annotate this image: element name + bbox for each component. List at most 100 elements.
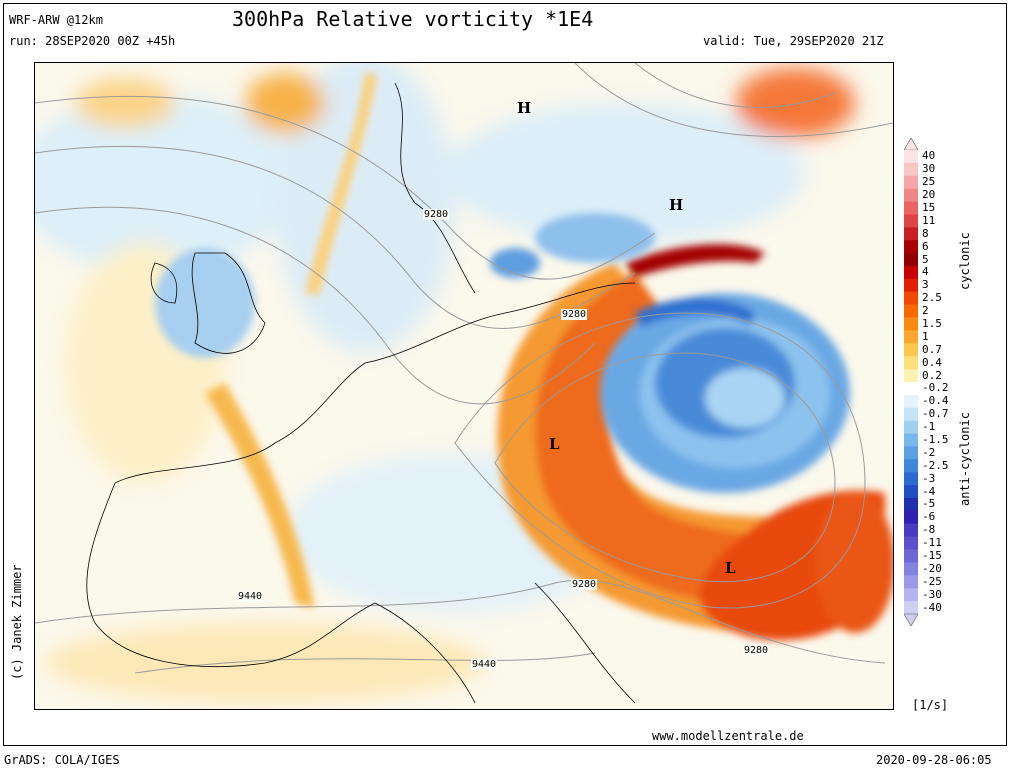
colorbar-tick-label: -4	[922, 484, 936, 498]
colorbar-swatch	[904, 214, 918, 228]
colorbar-tick-label: -40	[922, 600, 942, 614]
colorbar-tick-label: 0.2	[922, 368, 942, 382]
colorbar-swatch	[904, 162, 918, 177]
cyclonic-label: cyclonic	[958, 232, 972, 290]
map-title: 300hPa Relative vorticity *1E4	[232, 7, 594, 31]
colorbar-swatch	[904, 317, 918, 331]
colorbar-swatch	[904, 575, 918, 589]
colorbar-swatch	[904, 304, 918, 318]
colorbar-swatch	[904, 266, 918, 280]
contour-label: 9280	[561, 309, 588, 320]
colorbar-tick-label: 8	[922, 226, 929, 240]
colorbar-swatch	[904, 536, 918, 550]
unit-label: [1/s]	[912, 698, 949, 712]
colorbar-swatch	[904, 472, 918, 486]
contour-label: 9440	[471, 659, 498, 670]
colorbar-tick-label: 30	[922, 162, 936, 176]
author-credit: (c) Janek Zimmer	[10, 564, 24, 680]
model-label: WRF-ARW @12km	[9, 13, 103, 27]
colorbar-swatch	[904, 433, 918, 447]
colorbar-swatch	[904, 562, 918, 576]
colorbar-tick-label: -2	[922, 445, 936, 459]
colorbar-swatch	[904, 510, 918, 525]
colorbar-swatch	[904, 485, 918, 499]
vorticity-map: H H L L 9280 9280 9280 9280 9440 9440	[34, 62, 894, 710]
colorbar-bottom-arrow	[904, 613, 918, 626]
colorbar-tick-label: 1	[922, 329, 929, 343]
colorbar-tick-label: 0.4	[922, 355, 942, 369]
colorbar-tick-label: -2.5	[922, 458, 949, 472]
contour-label: 9280	[743, 645, 770, 656]
colorbar-swatch	[904, 188, 918, 202]
colorbar-swatch	[904, 240, 918, 254]
colorbar-swatch	[904, 343, 918, 357]
colorbar-swatch	[904, 498, 918, 512]
colorbar-swatch	[904, 382, 918, 396]
colorbar	[904, 138, 918, 626]
colorbar-tick-label: -11	[922, 536, 942, 550]
colorbar-swatch	[904, 278, 918, 293]
colorbar-top-arrow	[904, 138, 918, 151]
colorbar-tick-label: 2	[922, 304, 929, 318]
colorbar-tick-label: -15	[922, 549, 942, 562]
anticyclonic-label: anti-cyclonic	[958, 412, 972, 506]
colorbar-tick-label: -30	[922, 587, 942, 601]
colorbar-tick-label: 15	[922, 201, 936, 214]
colorbar-tick-label: 4	[922, 265, 929, 279]
high-pressure-label-baltic: H	[669, 196, 684, 214]
colorbar-swatch	[904, 459, 918, 473]
low-pressure-label-east: L	[725, 559, 736, 577]
colorbar-swatch	[904, 201, 918, 215]
website-credit: www.modellzentrale.de	[652, 729, 804, 743]
colorbar-swatch	[904, 549, 918, 563]
colorbar-swatch	[904, 291, 918, 305]
height-contours	[35, 63, 893, 674]
colorbar-tick-label: 5	[922, 252, 929, 266]
colorbar-swatch	[904, 369, 918, 383]
coastlines	[86, 82, 636, 704]
colorbar-tick-label: -3	[922, 471, 936, 485]
colorbar-tick-label: -0.7	[922, 407, 949, 421]
colorbar-swatch	[904, 227, 918, 241]
low-pressure-label-central: L	[549, 435, 560, 453]
colorbar-swatch	[904, 420, 918, 434]
colorbar-swatch	[904, 253, 918, 267]
colorbar-tick-label: -6	[922, 510, 936, 524]
colorbar-tick-label: -1	[922, 420, 936, 434]
contour-label: 9280	[571, 579, 598, 590]
colorbar-swatch	[904, 523, 918, 537]
colorbar-swatch	[904, 446, 918, 460]
valid-time-label: valid: Tue, 29SEP2020 21Z	[703, 34, 884, 48]
colorbar-tick-label: 3	[922, 278, 929, 292]
colorbar-tick-label: -20	[922, 561, 942, 575]
colorbar-swatch	[904, 407, 918, 421]
colorbar-swatch	[904, 588, 918, 602]
colorbar-tick-label: -0.4	[922, 394, 949, 408]
colorbar-swatch	[904, 394, 918, 409]
colorbar-swatch	[904, 330, 918, 344]
colorbar-tick-label: 11	[922, 213, 936, 227]
contour-label: 9440	[237, 591, 264, 602]
colorbar-tick-label: 1.5	[922, 317, 942, 330]
colorbar-tick-label: 0.7	[922, 342, 942, 356]
figure-frame	[3, 3, 1007, 746]
anticyclonic-swirl	[155, 213, 850, 493]
colorbar-tick-label: 25	[922, 175, 936, 189]
colorbar-tick-label: -25	[922, 574, 942, 588]
high-pressure-label-north: H	[517, 99, 532, 117]
timestamp-label: 2020-09-28-06:05	[876, 753, 992, 767]
colorbar-tick-label: 40	[922, 149, 936, 163]
colorbar-tick-label: -5	[922, 497, 936, 511]
grads-credit: GrADS: COLA/IGES	[4, 753, 120, 767]
colorbar-swatch	[904, 175, 918, 189]
contour-label: 9280	[423, 209, 450, 220]
colorbar-swatch	[904, 150, 918, 164]
colorbar-swatch	[904, 601, 918, 615]
colorbar-swatch	[904, 356, 918, 370]
colorbar-tick-label: -0.2	[922, 381, 949, 395]
colorbar-tick-label: -1.5	[922, 433, 949, 446]
colorbar-tick-label: 2.5	[922, 291, 942, 305]
colorbar-tick-label: -8	[922, 523, 936, 537]
colorbar-tick-label: 6	[922, 239, 929, 253]
colorbar-tick-label: 20	[922, 188, 936, 202]
